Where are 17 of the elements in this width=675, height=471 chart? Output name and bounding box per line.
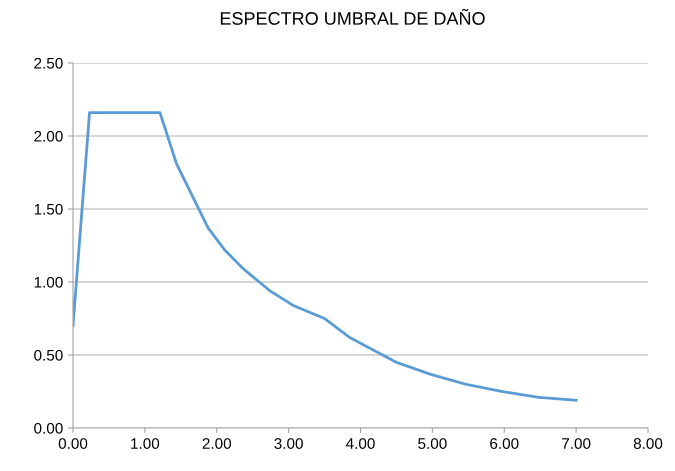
x-tick-label: 3.00 bbox=[274, 438, 303, 449]
x-tick-label: 4.00 bbox=[346, 438, 375, 449]
x-tick-label: 6.00 bbox=[490, 438, 519, 449]
y-tick-label: 2.00 bbox=[34, 130, 63, 142]
y-tick-label: 2.50 bbox=[34, 58, 63, 69]
x-tick-label: 5.00 bbox=[418, 438, 447, 449]
x-tick-label: 8.00 bbox=[634, 438, 662, 449]
x-tick-label: 7.00 bbox=[562, 438, 590, 449]
y-tick-label: 0.00 bbox=[34, 422, 63, 434]
y-tick-label: 1.50 bbox=[34, 204, 63, 215]
x-tick-label: 0.00 bbox=[58, 438, 88, 449]
x-tick-label: 2.00 bbox=[202, 438, 232, 449]
x-tick-label: 1.00 bbox=[131, 438, 160, 449]
chart-title: ESPECTRO UMBRAL DE DAÑO bbox=[220, 8, 485, 25]
y-tick-label: 0.50 bbox=[34, 350, 63, 361]
line-series bbox=[73, 111, 578, 402]
y-tick-label: 1.00 bbox=[34, 276, 63, 288]
